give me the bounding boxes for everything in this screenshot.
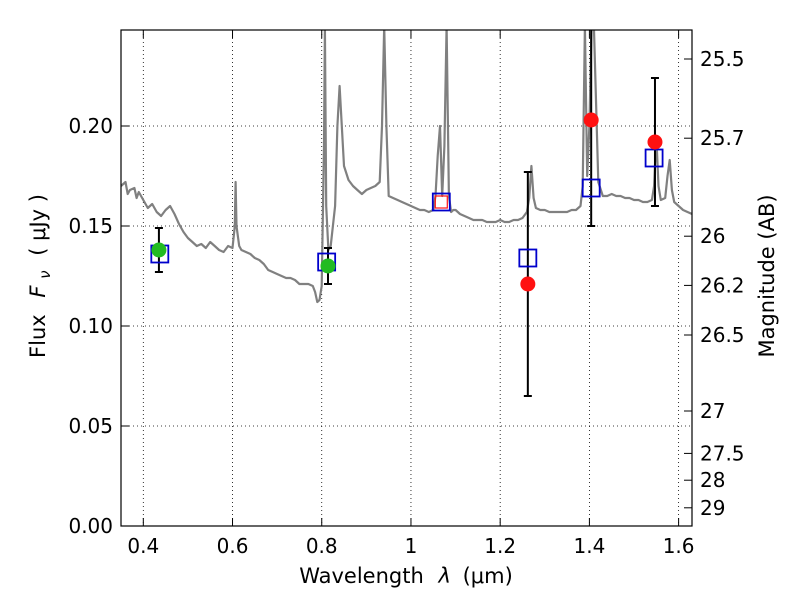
y-axis-label-unit: ( μJy ) [26,194,50,256]
secondary-y-axis-label: Magnitude (AB) [755,194,779,357]
magnitude-tick-label: 26.2 [700,273,745,297]
optical-data-point [151,242,167,258]
plot-frame [120,29,693,527]
y-tick-label: 0.20 [68,114,113,138]
magnitude-tick-label: 28 [700,468,725,492]
magnitude-tick-label: 26 [700,224,725,248]
x-axis-label-prefix: Wavelength [299,564,424,588]
plot-area [121,30,692,526]
x-tick-label: 1.4 [573,534,605,558]
x-axis-label: Wavelength λ (μm) [299,564,513,588]
x-tick-label: 0.4 [127,534,159,558]
magnitude-tick-label: 27 [700,399,725,423]
spectrum-line [121,30,692,304]
points-layer [150,30,664,397]
y-axis-label-symbol: F [26,285,50,298]
x-tick-label: 0.8 [306,534,338,558]
x-tick-label: 1.2 [484,534,516,558]
x-axis-label-symbol: λ [437,564,450,588]
y-axis-label: Flux F ν ( μJy ) [26,194,55,358]
magnitude-tick-label: 29 [700,496,725,520]
model-square-marker [518,248,538,268]
nir-data-point [583,112,599,128]
spectrum-layer [121,30,692,304]
y-tick-label: 0.05 [68,414,113,438]
upper-limit-marker [434,195,448,209]
y-axis-label-subscript: ν [36,270,54,278]
y-tick-label: 0.00 [68,514,113,538]
y-tick-label: 0.15 [68,214,113,238]
optical-data-point [320,258,336,274]
y-axis-label-prefix: Flux [26,314,50,358]
y-tick-label: 0.10 [68,314,113,338]
model-square-marker [431,192,451,212]
nir-data-point [520,276,536,292]
x-tick-label: 1 [405,534,418,558]
nir-data-point [647,134,663,150]
magnitude-tick-label: 25.5 [700,47,745,71]
x-axis-label-unit: (μm) [463,564,513,588]
x-tick-label: 1.6 [663,534,695,558]
x-tick-label: 0.6 [217,534,249,558]
magnitude-tick-label: 25.7 [700,126,745,150]
model-square-marker [644,148,664,168]
ticks: 0.4 0.6 0.8 1 1.2 1.4 1.6 0.00 0.05 0.10 0.15 0.20 2… [68,30,745,558]
magnitude-tick-label: 27.5 [700,441,745,465]
magnitude-tick-label: 26.5 [700,323,745,347]
model-square-marker [581,178,601,198]
